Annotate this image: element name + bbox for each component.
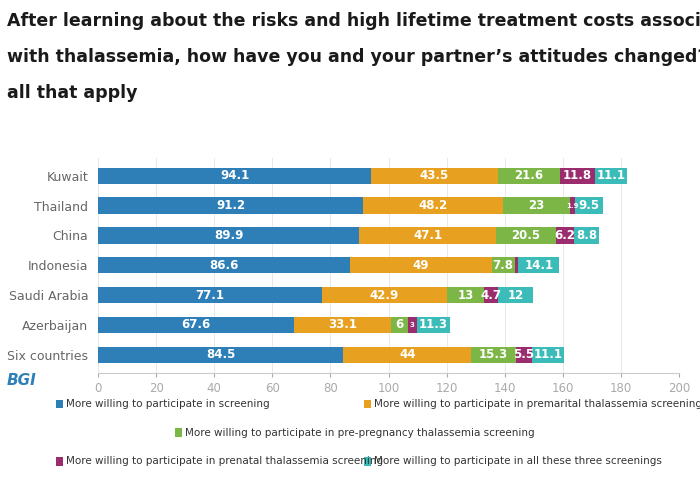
Bar: [561, 167, 595, 184]
Bar: [408, 317, 416, 333]
Bar: [363, 197, 503, 214]
Bar: [322, 287, 447, 304]
Text: 43.5: 43.5: [420, 169, 449, 182]
Text: More willing to participate in screening: More willing to participate in screening: [66, 399, 270, 409]
Bar: [575, 197, 603, 214]
Text: 77.1: 77.1: [195, 289, 225, 302]
Bar: [503, 197, 570, 214]
Text: 3: 3: [410, 322, 415, 328]
Text: with thalassemia, how have you and your partner’s attitudes changed? Select: with thalassemia, how have you and your …: [7, 48, 700, 66]
Bar: [532, 347, 564, 363]
Text: 23: 23: [528, 199, 545, 212]
Bar: [98, 347, 344, 363]
Bar: [471, 347, 516, 363]
Text: BGI: BGI: [7, 373, 36, 388]
Text: 6.2: 6.2: [554, 229, 575, 242]
Text: 11.3: 11.3: [419, 318, 447, 332]
Text: More willing to participate in prenatal thalassemia screening: More willing to participate in prenatal …: [66, 456, 384, 466]
Text: 5.5: 5.5: [513, 348, 534, 361]
Text: 4.7: 4.7: [481, 289, 502, 302]
Text: 42.9: 42.9: [370, 289, 399, 302]
Bar: [98, 287, 322, 304]
Bar: [344, 347, 471, 363]
Text: 89.9: 89.9: [214, 229, 244, 242]
Text: 86.6: 86.6: [209, 259, 239, 272]
Bar: [484, 287, 498, 304]
Bar: [295, 317, 391, 333]
Text: More willing to participate in premarital thalassemia screening: More willing to participate in premarita…: [374, 399, 700, 409]
Bar: [98, 197, 363, 214]
Text: 1.9: 1.9: [566, 203, 579, 208]
Text: 33.1: 33.1: [328, 318, 357, 332]
Text: 7.8: 7.8: [493, 259, 514, 272]
Text: 11.1: 11.1: [596, 169, 625, 182]
Text: More willing to participate in pre-pregnancy thalassemia screening: More willing to participate in pre-pregn…: [186, 428, 535, 437]
Text: 49: 49: [412, 259, 429, 272]
Bar: [98, 317, 295, 333]
Text: all that apply: all that apply: [7, 84, 137, 102]
Bar: [447, 287, 484, 304]
Bar: [359, 227, 496, 244]
Text: 94.1: 94.1: [220, 169, 249, 182]
Bar: [496, 227, 556, 244]
Text: 8.8: 8.8: [576, 229, 597, 242]
Bar: [416, 317, 449, 333]
Text: After learning about the risks and high lifetime treatment costs associated: After learning about the risks and high …: [7, 12, 700, 30]
Text: 67.6: 67.6: [181, 318, 211, 332]
Text: 91.2: 91.2: [216, 199, 245, 212]
Bar: [391, 317, 408, 333]
Bar: [573, 227, 599, 244]
Text: 14.1: 14.1: [524, 259, 554, 272]
Text: 11.1: 11.1: [533, 348, 562, 361]
Bar: [98, 167, 372, 184]
Bar: [570, 197, 575, 214]
Text: 48.2: 48.2: [419, 199, 447, 212]
Bar: [349, 257, 492, 273]
Text: More willing to participate in all these three screenings: More willing to participate in all these…: [374, 456, 662, 466]
Text: 21.6: 21.6: [514, 169, 544, 182]
Text: 11.8: 11.8: [563, 169, 592, 182]
Text: 47.1: 47.1: [413, 229, 442, 242]
Bar: [98, 257, 349, 273]
Text: 12: 12: [508, 289, 524, 302]
Text: 15.3: 15.3: [479, 348, 508, 361]
Text: 84.5: 84.5: [206, 348, 235, 361]
Bar: [98, 227, 359, 244]
Text: 9.5: 9.5: [578, 199, 600, 212]
Bar: [514, 257, 519, 273]
Text: 44: 44: [399, 348, 416, 361]
Bar: [372, 167, 498, 184]
Bar: [595, 167, 627, 184]
Bar: [556, 227, 573, 244]
Text: 6: 6: [395, 318, 403, 332]
Text: 13: 13: [457, 289, 474, 302]
Bar: [498, 167, 561, 184]
Bar: [516, 347, 532, 363]
Bar: [498, 287, 533, 304]
Text: 20.5: 20.5: [511, 229, 540, 242]
Bar: [492, 257, 514, 273]
Bar: [519, 257, 559, 273]
